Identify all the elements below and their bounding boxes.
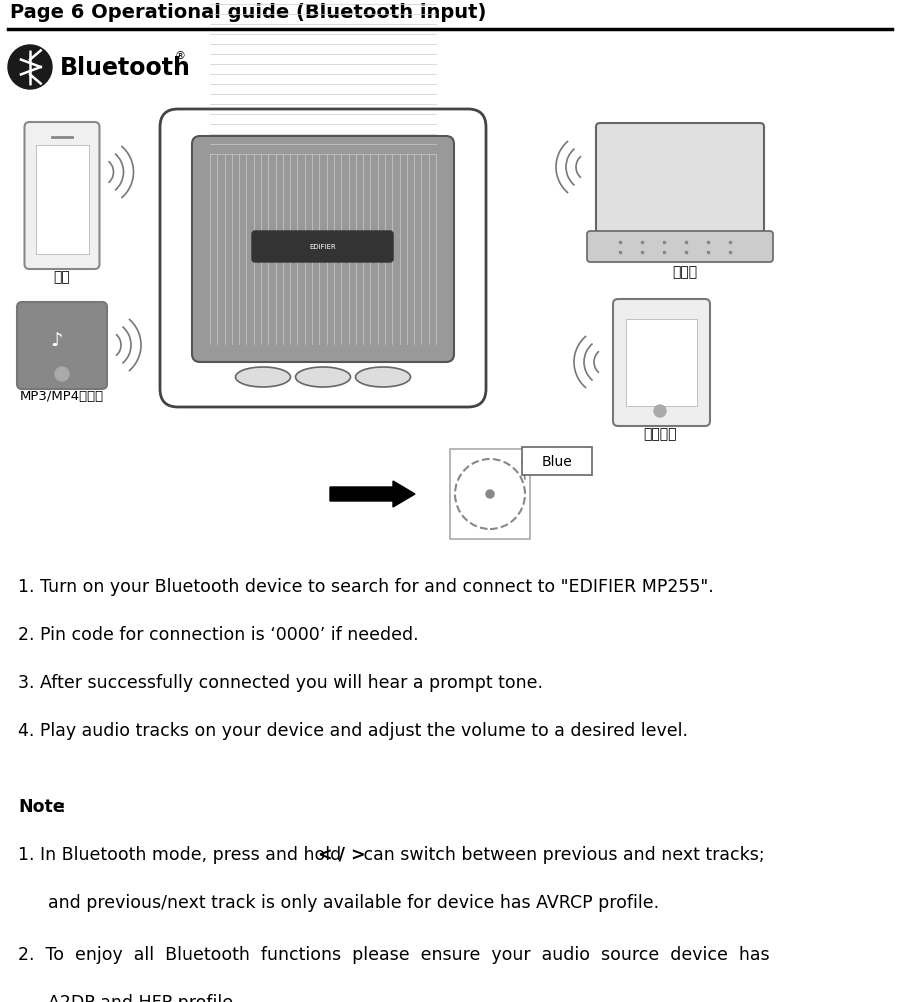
Text: A2DP and HFP profile.: A2DP and HFP profile. [48,993,238,1002]
Circle shape [654,406,666,418]
FancyBboxPatch shape [160,110,486,408]
Ellipse shape [236,368,291,388]
Text: EDIFIER: EDIFIER [309,243,336,249]
Circle shape [55,368,69,382]
Text: 1. Turn on your Bluetooth device to search for and connect to "EDIFIER MP255".: 1. Turn on your Bluetooth device to sear… [18,577,714,595]
Ellipse shape [356,368,410,388]
Text: < / >: < / > [318,845,365,863]
FancyBboxPatch shape [252,231,393,263]
Text: 手机: 手机 [54,270,70,284]
Text: 3. After successfully connected you will hear a prompt tone.: 3. After successfully connected you will… [18,673,543,691]
Text: 4. Play audio tracks on your device and adjust the volume to a desired level.: 4. Play audio tracks on your device and … [18,721,688,739]
Text: 2. Pin code for connection is ‘0000’ if needed.: 2. Pin code for connection is ‘0000’ if … [18,625,418,643]
Text: 平板电脑: 平板电脑 [644,427,677,441]
FancyBboxPatch shape [587,231,773,263]
Text: can switch between previous and next tracks;: can switch between previous and next tra… [358,845,765,863]
Bar [450,450,530,539]
Polygon shape [330,482,415,507]
Ellipse shape [295,368,350,388]
Circle shape [8,46,52,90]
Text: 2.  To  enjoy  all  Bluetooth  functions  please  ensure  your  audio  source  d: 2. To enjoy all Bluetooth functions plea… [18,945,770,963]
Text: Note: Note [18,798,65,816]
FancyBboxPatch shape [613,300,710,427]
Text: Page 6 Operational guide (Bluetooth input): Page 6 Operational guide (Bluetooth inpu… [10,3,486,22]
Text: Blue: Blue [542,455,572,469]
Text: Bluetooth: Bluetooth [60,56,191,80]
Text: and previous/next track is only available for device has AVRCP profile.: and previous/next track is only availabl… [48,893,659,911]
Text: 1. In Bluetooth mode, press and hold: 1. In Bluetooth mode, press and hold [18,845,346,863]
Bar [522,448,592,476]
Bar [626,320,697,407]
Text: ♪: ♪ [50,332,63,350]
FancyBboxPatch shape [24,123,100,270]
Text: :: : [60,798,66,816]
Circle shape [486,491,494,499]
Text: ®: ® [175,51,186,61]
FancyBboxPatch shape [192,137,454,363]
Text: MP3/MP4播放器: MP3/MP4播放器 [20,390,104,403]
Bar [35,146,88,255]
FancyBboxPatch shape [596,124,764,238]
Text: 计算机: 计算机 [672,265,698,279]
FancyBboxPatch shape [17,303,107,390]
